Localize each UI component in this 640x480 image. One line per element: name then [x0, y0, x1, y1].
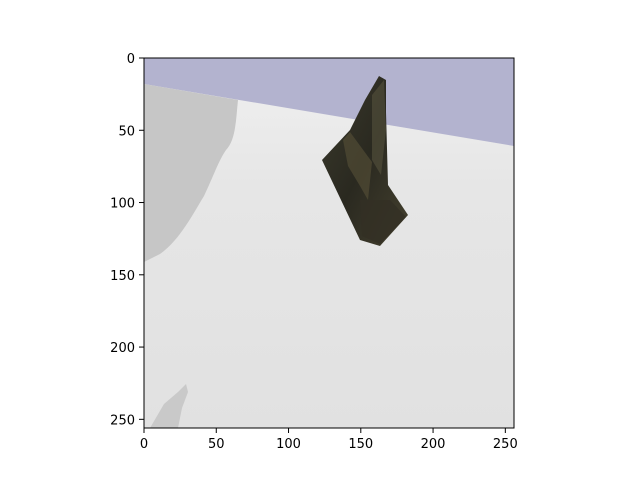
y-tick-label: 150 [110, 269, 135, 284]
x-tick-label: 150 [348, 437, 373, 452]
rendered-scene-image [144, 58, 514, 428]
y-tick-label: 50 [118, 124, 135, 139]
sky-region [144, 58, 514, 146]
y-tick-label: 0 [127, 52, 135, 67]
x-tick-label: 200 [421, 437, 446, 452]
x-tick-label: 250 [493, 437, 518, 452]
y-axis: 0 50 100 150 200 250 [110, 52, 144, 428]
dark-object [322, 76, 408, 246]
shadow-region [144, 84, 238, 262]
y-tick-label: 250 [110, 413, 135, 428]
axes-frame [143, 57, 515, 429]
x-tick-label: 100 [276, 437, 301, 452]
y-tick-label: 100 [110, 197, 135, 212]
shadow-region-bottom [150, 384, 188, 428]
x-axis: 0 50 100 150 200 250 [140, 428, 518, 452]
y-tick-label: 200 [110, 341, 135, 356]
x-tick-label: 0 [140, 437, 148, 452]
x-tick-label: 50 [208, 437, 225, 452]
